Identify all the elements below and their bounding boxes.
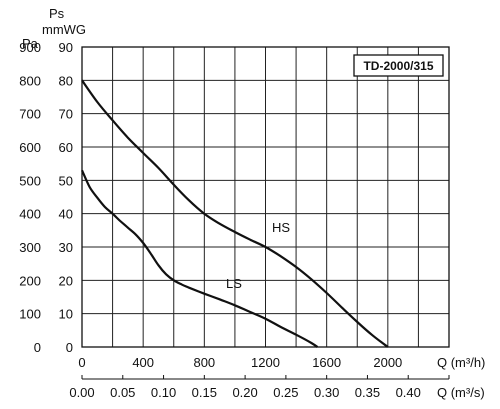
y-left-tick-label: 600 — [19, 140, 41, 155]
x-primary-tick-label: 2000 — [373, 355, 402, 370]
y-right-tick-label: 50 — [59, 173, 73, 188]
x-secondary-tick-label: 0.05 — [110, 385, 135, 400]
x-secondary-axis-label: Q (m³/s) — [437, 385, 485, 400]
x-secondary-tick-label: 0.15 — [192, 385, 217, 400]
x-secondary-tick-marks — [81, 375, 450, 379]
y-right-unit-label-top: Ps — [49, 6, 65, 21]
y-left-tick-label: 300 — [19, 240, 41, 255]
y-right-tick-label: 90 — [59, 40, 73, 55]
y-left-tick-label: 400 — [19, 207, 41, 222]
x-secondary-tick-label: 0.40 — [396, 385, 421, 400]
y-left-tick-label: 200 — [19, 273, 41, 288]
y-left-tick-label: 700 — [19, 107, 41, 122]
model-title-box — [353, 54, 444, 77]
x-secondary-tick-label: 0.25 — [273, 385, 298, 400]
grid-lines — [82, 47, 449, 347]
x-primary-tick-labels: 0 400 800 1200 1600 2000 — [78, 355, 402, 370]
y-left-tick-label: 500 — [19, 173, 41, 188]
y-right-tick-label: 20 — [59, 273, 73, 288]
y-right-tick-label: 60 — [59, 140, 73, 155]
series-curve-hs — [81, 79, 389, 348]
x-secondary-tick-label: 0.20 — [232, 385, 257, 400]
x-primary-tick-label: 400 — [132, 355, 154, 370]
y-left-unit-label: Pa — [22, 36, 39, 51]
x-secondary-tick-label: 0.30 — [314, 385, 339, 400]
series-curve-ls — [81, 169, 319, 348]
x-primary-tick-label: 0 — [78, 355, 85, 370]
y-left-tick-label: 900 — [19, 40, 41, 55]
y-right-tick-label: 0 — [66, 340, 73, 355]
series-label-ls: LS — [226, 276, 242, 291]
y-left-tick-label: 100 — [19, 307, 41, 322]
x-primary-tick-label: 800 — [193, 355, 215, 370]
y-right-tick-label: 40 — [59, 207, 73, 222]
y-left-tick-labels: 0 100 200 300 400 500 600 700 800 900 — [19, 40, 41, 355]
y-right-tick-labels: 0 10 20 30 40 50 60 70 80 90 — [59, 40, 73, 355]
y-left-tick-label: 800 — [19, 73, 41, 88]
y-right-tick-label: 70 — [59, 107, 73, 122]
plot-frame — [81, 46, 450, 348]
x-secondary-tick-labels: 0.00 0.05 0.10 0.15 0.20 0.25 0.30 0.35 0.40 — [69, 385, 421, 400]
x-secondary-tick-label: 0.10 — [151, 385, 176, 400]
x-secondary-tick-label: 0.00 — [69, 385, 94, 400]
series-label-hs: HS — [272, 220, 290, 235]
x-primary-tick-label: 1600 — [312, 355, 341, 370]
model-title: TD-2000/315 — [363, 59, 433, 73]
curves — [81, 79, 389, 348]
y-left-tick-label: 0 — [34, 340, 41, 355]
y-right-tick-label: 10 — [59, 307, 73, 322]
y-right-tick-label: 30 — [59, 240, 73, 255]
y-right-tick-label: 80 — [59, 73, 73, 88]
x-primary-tick-label: 1200 — [251, 355, 280, 370]
x-secondary-tick-label: 0.35 — [355, 385, 380, 400]
y-right-unit-label-bottom: mmWG — [42, 22, 86, 37]
x-primary-axis-label: Q (m³/h) — [437, 355, 485, 370]
